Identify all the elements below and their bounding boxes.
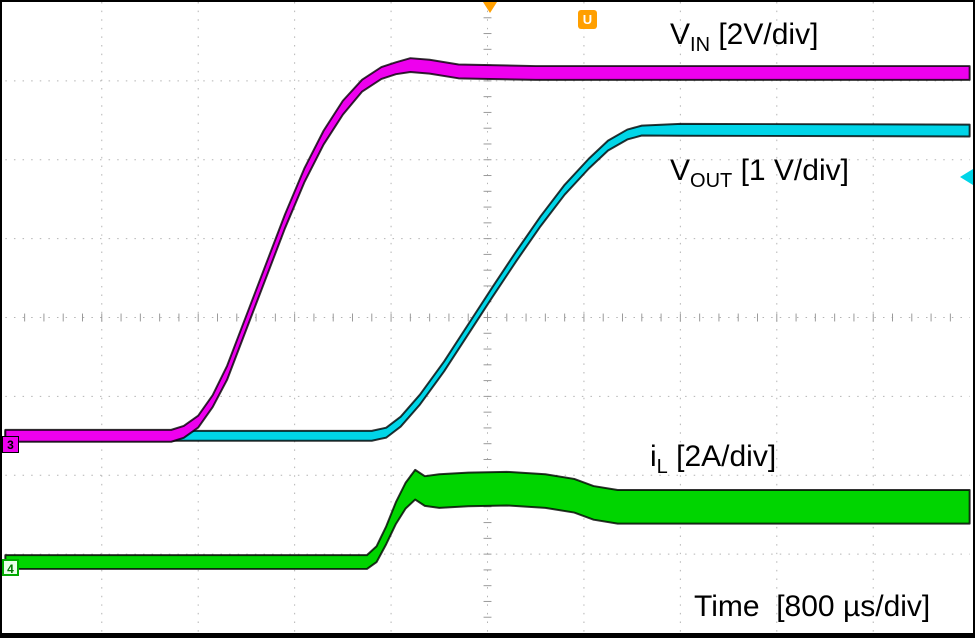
vout-trace: [4, 122, 971, 442]
il-label-symbol: i: [650, 440, 657, 473]
vin-label-symbol: V: [670, 18, 691, 51]
trigger-symbol-icon: U: [578, 10, 597, 29]
il-label-scale: [2A/div]: [667, 440, 777, 473]
vout-level-arrow-icon: [960, 169, 973, 185]
vin-label-scale: [2V/div]: [710, 18, 819, 51]
vout-label-subscript: OUT: [690, 170, 733, 192]
vout-label-symbol: V: [670, 154, 691, 187]
trigger-position-icon: [483, 2, 497, 13]
inductor-current-label: iL [2A/div]: [650, 440, 776, 478]
channel-4-marker: 4: [2, 559, 19, 576]
vin-trace: [4, 57, 971, 443]
il-trace: [4, 468, 971, 570]
time-scale-label: Time [800 µs/div]: [694, 590, 931, 623]
vin-label: VIN [2V/div]: [670, 18, 818, 56]
vin-label-subscript: IN: [690, 34, 711, 56]
vout-label: VOUT [1 V/div]: [670, 154, 849, 192]
channel-3-marker: 3: [2, 436, 19, 453]
vout-label-scale: [1 V/div]: [732, 154, 849, 187]
il-label-subscript: L: [656, 456, 668, 478]
